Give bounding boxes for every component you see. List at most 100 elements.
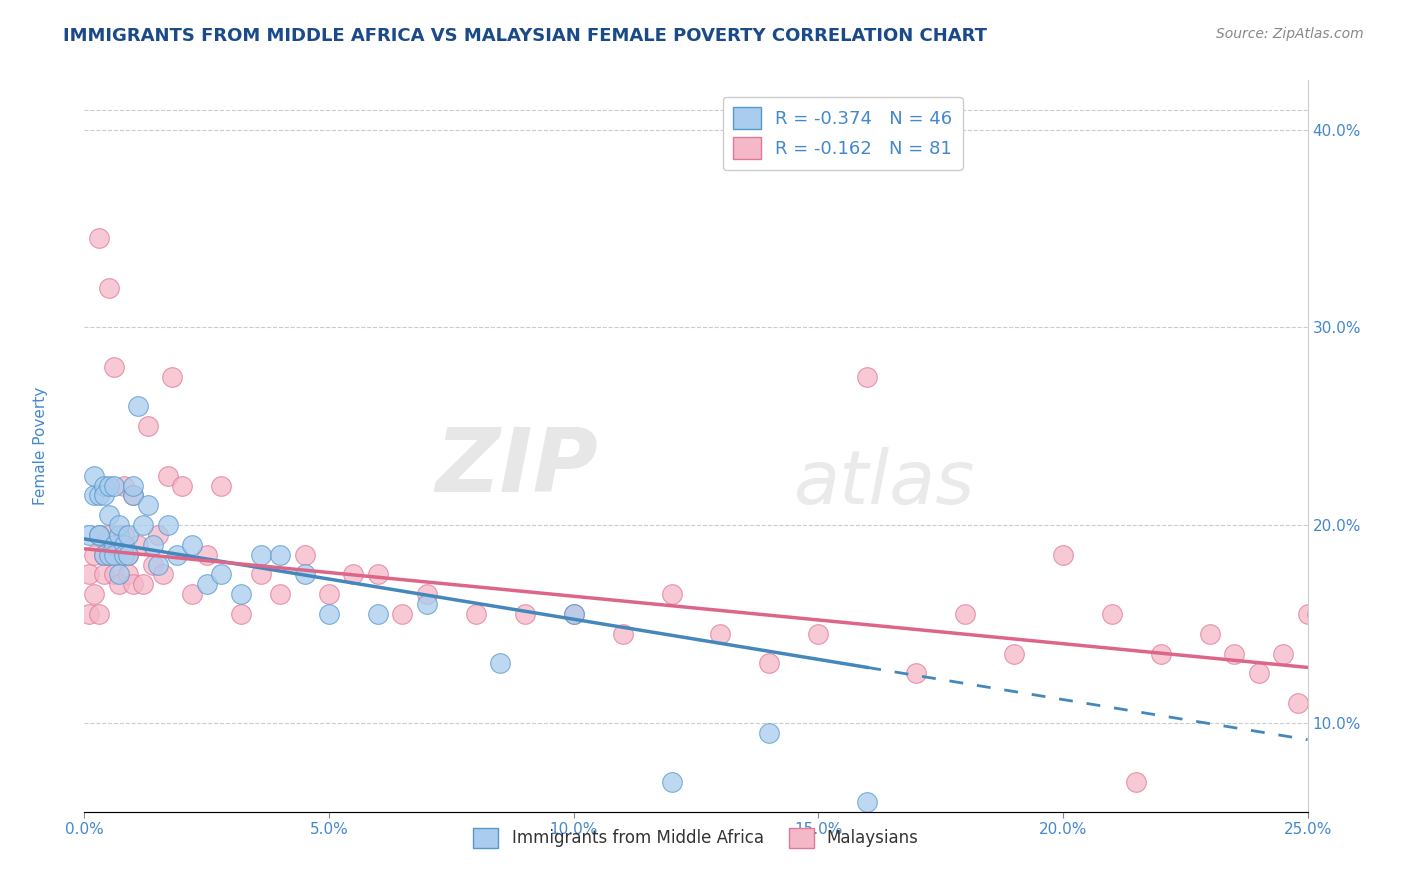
Point (112, 478, 135, 492)
Point (93, 567, 115, 582)
Point (162, 369, 184, 384)
Point (87, 488, 110, 502)
Point (83, 548, 105, 562)
Point (87, 607, 110, 621)
Point (513, 607, 536, 621)
Point (103, 359, 125, 374)
Point (97, 548, 120, 562)
Point (136, 498, 159, 512)
Point (103, 548, 125, 562)
Point (391, 607, 413, 621)
Point (195, 548, 218, 562)
Point (112, 538, 135, 552)
Point (807, 627, 830, 641)
Point (152, 567, 174, 582)
Point (1198, 627, 1220, 641)
Point (103, 538, 125, 552)
Point (1395, 548, 1406, 562)
Point (87, 528, 110, 542)
Point (93, 478, 115, 492)
Point (87, 231, 110, 245)
Point (156, 468, 179, 483)
Point (464, 607, 486, 621)
Point (1320, 657, 1343, 671)
Point (905, 666, 928, 681)
Point (416, 587, 439, 601)
Point (83, 468, 105, 483)
Point (1272, 647, 1295, 661)
Point (562, 607, 585, 621)
Point (122, 488, 145, 502)
Point (127, 538, 149, 552)
Point (107, 567, 129, 582)
Point (107, 577, 129, 591)
Point (661, 775, 683, 789)
Point (97, 528, 120, 542)
Point (93, 548, 115, 562)
Point (562, 607, 585, 621)
Point (146, 558, 169, 572)
Y-axis label: Female Poverty: Female Poverty (32, 387, 48, 505)
Text: Source: ZipAtlas.com: Source: ZipAtlas.com (1216, 27, 1364, 41)
Point (117, 567, 139, 582)
Point (142, 558, 165, 572)
Point (142, 538, 165, 552)
Point (136, 419, 159, 434)
Point (107, 518, 129, 533)
Point (77, 567, 100, 582)
Point (294, 567, 316, 582)
Point (1385, 567, 1406, 582)
Point (1296, 607, 1319, 621)
Point (117, 548, 139, 562)
Point (156, 518, 179, 533)
Point (367, 607, 389, 621)
Point (269, 548, 291, 562)
Point (489, 657, 512, 671)
Point (318, 587, 340, 601)
Point (97, 478, 120, 492)
Point (1247, 666, 1270, 681)
Point (229, 607, 252, 621)
Point (172, 478, 194, 492)
Point (112, 528, 135, 542)
Point (612, 627, 634, 641)
Point (122, 478, 145, 492)
Point (103, 478, 125, 492)
Point (249, 548, 271, 562)
Point (367, 567, 389, 582)
Point (93, 548, 115, 562)
Point (87, 528, 110, 542)
Text: atlas: atlas (794, 447, 976, 518)
Point (758, 725, 780, 739)
Legend: Immigrants from Middle Africa, Malaysians: Immigrants from Middle Africa, Malaysian… (467, 821, 925, 855)
Point (318, 607, 340, 621)
Point (181, 587, 204, 601)
Point (1223, 647, 1246, 661)
Point (1306, 607, 1329, 621)
Point (1052, 548, 1074, 562)
Point (117, 528, 139, 542)
Point (117, 548, 139, 562)
Point (181, 538, 204, 552)
Point (856, 795, 879, 809)
Point (229, 587, 252, 601)
Point (107, 548, 129, 562)
Point (132, 577, 155, 591)
Point (1336, 627, 1358, 641)
Point (209, 567, 232, 582)
Point (342, 567, 364, 582)
Point (97, 281, 120, 295)
Point (709, 627, 731, 641)
Point (416, 597, 439, 611)
Point (953, 607, 976, 621)
Point (758, 657, 780, 671)
Point (97, 508, 120, 523)
Point (77, 607, 100, 621)
Point (195, 577, 218, 591)
Point (112, 548, 135, 562)
Point (107, 528, 129, 542)
Point (269, 587, 291, 601)
Point (146, 528, 169, 542)
Point (122, 577, 145, 591)
Point (1369, 756, 1392, 770)
